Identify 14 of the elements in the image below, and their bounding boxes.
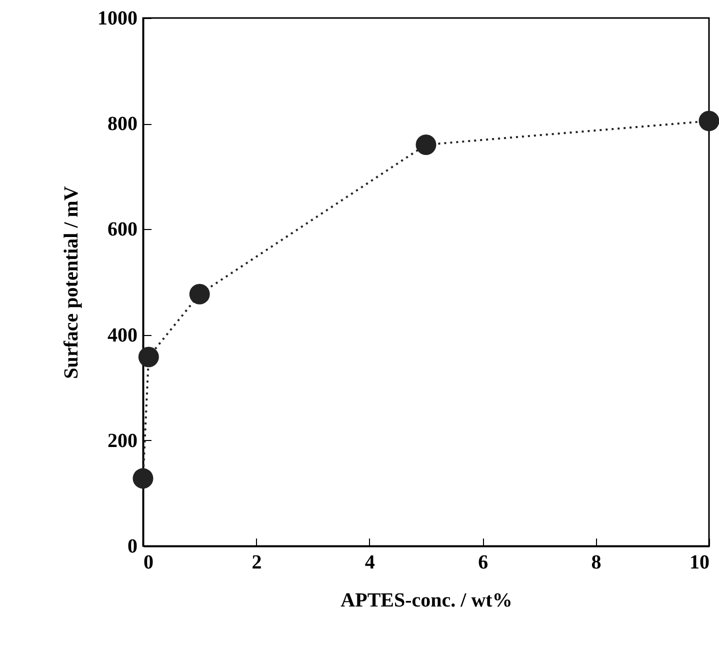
y-tick-label: 200	[108, 430, 138, 452]
y-tick-label: 600	[108, 218, 138, 241]
y-tick-label: 400	[108, 324, 138, 346]
x-tick-label: 2	[252, 552, 262, 574]
y-tick-label: 800	[108, 113, 138, 136]
y-axis-title: Surface potential / mV	[60, 186, 82, 379]
x-tick-label: 6	[478, 552, 488, 574]
x-tick-label: 0	[144, 552, 154, 574]
x-tick-label: 8	[591, 552, 602, 574]
x-axis-title: APTES-conc. / wt%	[340, 590, 512, 612]
x-tick-label: 4	[364, 552, 375, 574]
y-tick-label: 1000	[98, 8, 138, 30]
x-tick-label: 10	[690, 552, 710, 574]
y-tick-label: 0	[128, 536, 138, 558]
